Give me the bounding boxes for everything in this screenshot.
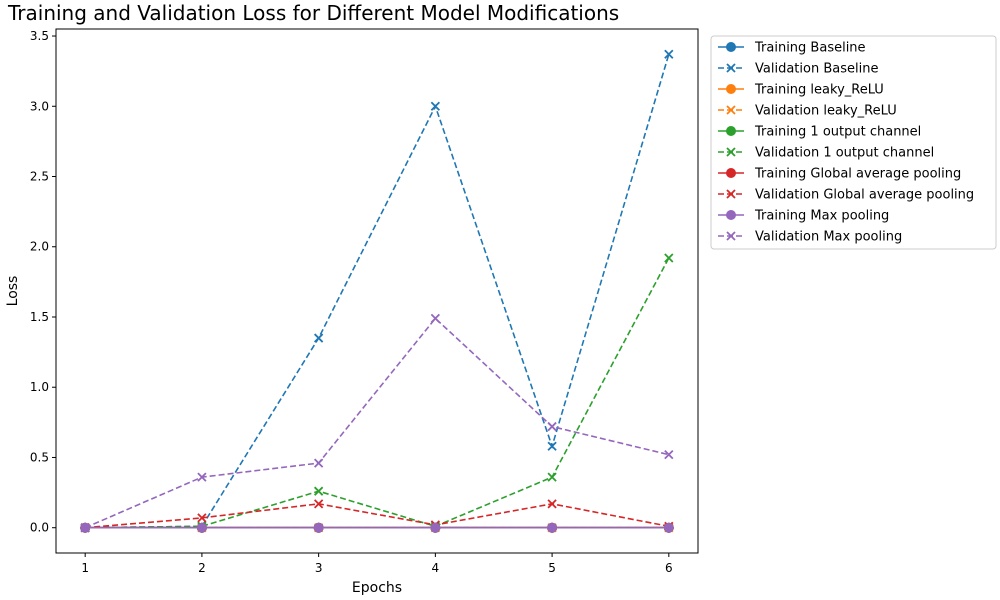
series-line bbox=[85, 257, 670, 529]
data-point bbox=[196, 522, 207, 533]
series-9 bbox=[80, 313, 674, 533]
data-point bbox=[547, 441, 557, 451]
data-point bbox=[664, 49, 674, 59]
series-line bbox=[85, 503, 669, 529]
legend-marker bbox=[726, 84, 736, 94]
data-point bbox=[664, 253, 674, 263]
x-tick-label: 4 bbox=[432, 561, 440, 575]
legend-label: Validation leaky_ReLU bbox=[755, 104, 897, 119]
legend-label: Validation 1 output channel bbox=[755, 146, 934, 161]
series-5 bbox=[80, 253, 674, 533]
legend-entry: Validation 1 output channel bbox=[718, 146, 934, 161]
data-point bbox=[547, 499, 557, 509]
legend-label: Training Max pooling bbox=[754, 209, 889, 224]
plot-area bbox=[55, 28, 699, 554]
y-tick-label: 1.5 bbox=[30, 310, 49, 324]
legend-label: Training Global average pooling bbox=[754, 167, 961, 182]
data-point bbox=[430, 313, 441, 324]
x-tick-label: 5 bbox=[548, 561, 556, 575]
data-point bbox=[313, 522, 324, 533]
legend-marker bbox=[726, 63, 736, 73]
x-axis-label: Epochs bbox=[352, 580, 402, 596]
legend-entry: Validation Max pooling bbox=[718, 230, 902, 245]
series-line bbox=[84, 317, 670, 529]
legend-label: Training 1 output channel bbox=[754, 125, 921, 140]
data-point bbox=[663, 522, 674, 533]
data-point bbox=[547, 472, 557, 482]
y-tick-label: 2.0 bbox=[30, 240, 49, 254]
y-axis: 0.0 0.5 1.0 1.5 2.0 2.5 3.0 3.5 bbox=[30, 29, 56, 535]
legend-entry: Validation Baseline bbox=[718, 62, 878, 77]
legend-entry: Validation leaky_ReLU bbox=[718, 104, 897, 119]
y-tick-label: 0.0 bbox=[30, 521, 49, 535]
series-8 bbox=[80, 522, 674, 533]
data-point bbox=[197, 472, 207, 482]
data-point bbox=[197, 513, 207, 523]
series-line bbox=[85, 54, 670, 529]
legend-label: Validation Global average pooling bbox=[755, 188, 974, 203]
series-group bbox=[80, 49, 674, 533]
legend-marker bbox=[726, 189, 736, 199]
legend-frame bbox=[710, 35, 997, 250]
data-point bbox=[313, 458, 324, 468]
y-tick-label: 3.0 bbox=[30, 99, 49, 113]
legend-marker bbox=[726, 126, 736, 136]
x-axis: 1 2 3 4 5 6 bbox=[81, 553, 673, 575]
legend: Training Baseline Validation Baseline Trai… bbox=[710, 35, 997, 250]
x-tick-label: 1 bbox=[81, 561, 89, 575]
data-point bbox=[80, 523, 90, 533]
legend-entry: Training 1 output channel bbox=[718, 125, 921, 140]
y-tick-label: 3.5 bbox=[30, 29, 49, 43]
y-axis-label: Loss bbox=[5, 276, 21, 307]
chart-title: Training and Validation Loss for Differe… bbox=[7, 1, 619, 25]
plot-frame bbox=[55, 28, 699, 554]
legend-label: Training Baseline bbox=[754, 41, 866, 56]
legend-marker bbox=[726, 210, 736, 220]
data-point bbox=[313, 486, 324, 496]
legend-entry: Validation Global average pooling bbox=[718, 188, 974, 203]
legend-marker bbox=[726, 168, 736, 178]
data-point bbox=[547, 522, 558, 533]
legend-marker bbox=[726, 42, 736, 52]
legend-marker bbox=[726, 147, 736, 157]
data-point bbox=[430, 522, 441, 533]
legend-label: Validation Baseline bbox=[755, 62, 878, 77]
x-tick-label: 6 bbox=[665, 561, 673, 575]
legend-entry: Training Global average pooling bbox=[718, 167, 961, 182]
data-point bbox=[547, 421, 557, 432]
data-point bbox=[313, 333, 324, 343]
data-point bbox=[430, 101, 441, 111]
data-point bbox=[313, 499, 324, 509]
legend-marker bbox=[726, 105, 736, 115]
legend-marker bbox=[726, 231, 736, 241]
legend-entry: Training Max pooling bbox=[718, 209, 889, 224]
x-tick-label: 2 bbox=[198, 561, 206, 575]
x-tick-label: 3 bbox=[315, 561, 323, 575]
data-point bbox=[664, 450, 674, 460]
legend-label: Training leaky_ReLU bbox=[754, 83, 884, 98]
legend-entry: Training Baseline bbox=[718, 41, 866, 56]
series-1 bbox=[80, 49, 674, 533]
y-tick-label: 1.0 bbox=[30, 380, 49, 394]
y-tick-label: 0.5 bbox=[30, 450, 49, 464]
y-tick-label: 2.5 bbox=[30, 170, 49, 184]
legend-label: Validation Max pooling bbox=[755, 230, 902, 245]
legend-entry: Training leaky_ReLU bbox=[718, 83, 884, 98]
